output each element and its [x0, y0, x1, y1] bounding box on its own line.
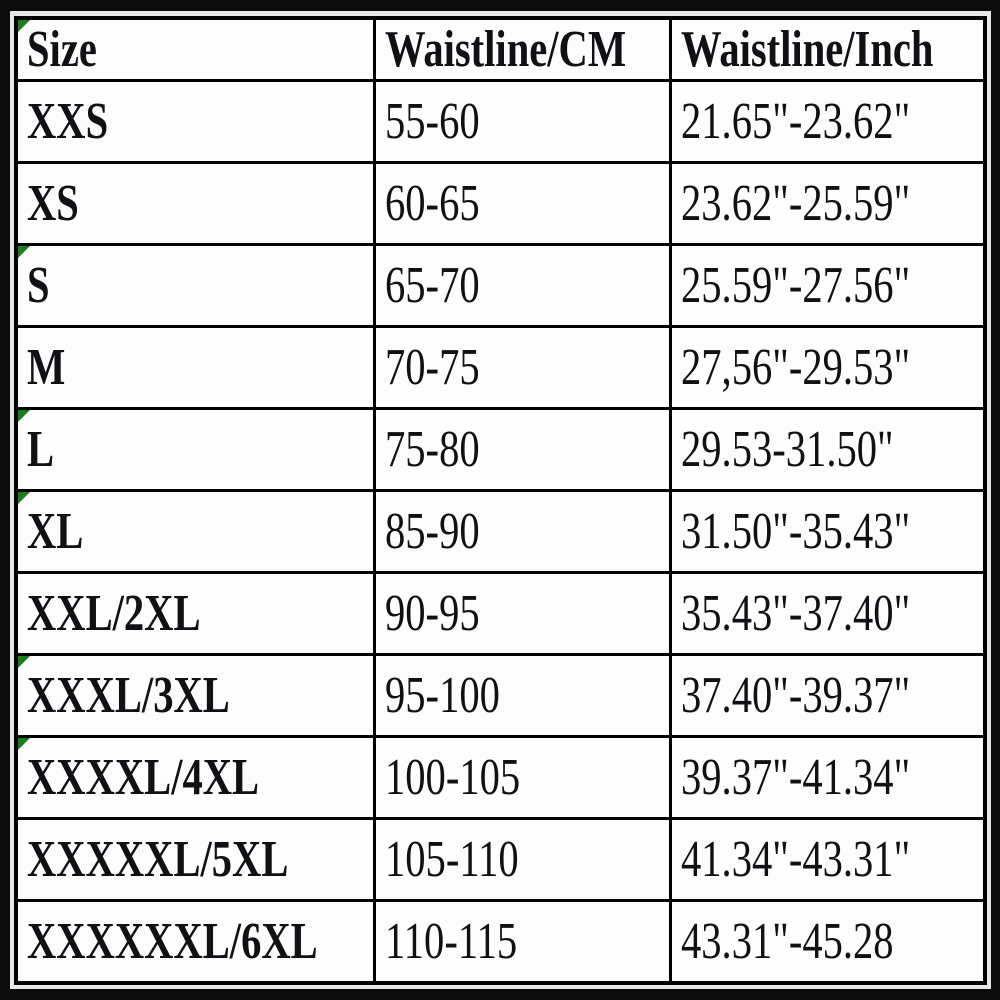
- size-cell-text: XXXL/3XL: [27, 666, 230, 724]
- waistline-inch-cell: 23.62"-25.59": [668, 160, 987, 246]
- waistline-cm-cell-text: 85-90: [385, 502, 480, 560]
- size-cell-text: XXL/2XL: [27, 584, 201, 642]
- waistline-cm-cell: 90-95: [373, 570, 672, 656]
- waistline-inch-cell: 29.53-31.50": [668, 406, 987, 492]
- table-row: XXS 55-60 21.65"-23.62": [14, 79, 987, 164]
- waistline-inch-cell-text: 35.43"-37.40": [680, 584, 910, 642]
- column-header-waistline-cm-label: Waistline/CM: [385, 21, 627, 78]
- column-header-waistline-cm: Waistline/CM: [373, 16, 672, 82]
- size-cell-text: L: [27, 420, 55, 478]
- waistline-cm-cell: 55-60: [373, 79, 672, 164]
- size-chart-table: Size Waistline/CM Waistline/Inch XXS 55-…: [14, 16, 987, 985]
- size-cell: XL: [14, 488, 377, 574]
- waistline-cm-cell: 100-105: [373, 734, 672, 820]
- waistline-inch-cell: 21.65"-23.62": [668, 79, 987, 164]
- size-cell: XXXL/3XL: [14, 652, 377, 738]
- size-cell-text: S: [27, 256, 50, 314]
- size-cell: XXL/2XL: [14, 570, 377, 656]
- size-cell-text: XXS: [27, 92, 109, 150]
- waistline-cm-cell: 75-80: [373, 406, 672, 492]
- table-row: XXXL/3XL 95-100 37.40"-39.37": [14, 652, 987, 738]
- waistline-cm-cell-text: 100-105: [385, 748, 521, 806]
- size-cell: XXS: [14, 79, 377, 164]
- size-cell: XXXXL/4XL: [14, 734, 377, 820]
- size-cell: S: [14, 242, 377, 328]
- waistline-cm-cell: 65-70: [373, 242, 672, 328]
- waistline-cm-cell: 95-100: [373, 652, 672, 738]
- size-cell-text: XXXXL/4XL: [27, 748, 260, 806]
- size-cell-text: M: [27, 338, 66, 396]
- waistline-cm-cell-text: 70-75: [385, 338, 480, 396]
- header-row: Size Waistline/CM Waistline/Inch: [14, 16, 987, 82]
- waistline-inch-cell-text: 27,56"-29.53": [680, 338, 910, 396]
- table-row: XXL/2XL 90-95 35.43"-37.40": [14, 570, 987, 656]
- waistline-inch-cell: 25.59"-27.56": [668, 242, 987, 328]
- waistline-inch-cell: 31.50"-35.43": [668, 488, 987, 574]
- column-header-waistline-inch: Waistline/Inch: [668, 16, 987, 82]
- waistline-cm-cell-text: 95-100: [385, 666, 500, 724]
- table-row: S 65-70 25.59"-27.56": [14, 242, 987, 328]
- cell-error-indicator-icon: [18, 739, 30, 750]
- waistline-inch-cell: 39.37"-41.34": [668, 734, 987, 820]
- cell-error-indicator-icon: [18, 657, 30, 668]
- waistline-inch-cell-text: 37.40"-39.37": [680, 666, 910, 724]
- table-row: XS 60-65 23.62"-25.59": [14, 160, 987, 246]
- waistline-cm-cell-text: 90-95: [385, 584, 480, 642]
- column-header-size: Size: [14, 16, 377, 82]
- waistline-inch-cell-text: 39.37"-41.34": [680, 748, 910, 806]
- waistline-cm-cell: 105-110: [373, 816, 672, 902]
- waistline-inch-cell: 41.34"-43.31": [668, 816, 987, 902]
- waistline-cm-cell-text: 65-70: [385, 256, 480, 314]
- waistline-inch-cell-text: 23.62"-25.59": [680, 174, 910, 232]
- waistline-inch-cell: 35.43"-37.40": [668, 570, 987, 656]
- waistline-inch-cell-text: 25.59"-27.56": [680, 256, 910, 314]
- cell-error-indicator-icon: [18, 247, 30, 258]
- waistline-cm-cell-text: 75-80: [385, 420, 480, 478]
- size-cell: XS: [14, 160, 377, 246]
- cell-error-indicator-icon: [18, 493, 30, 504]
- waistline-inch-cell-text: 31.50"-35.43": [680, 502, 910, 560]
- size-cell-text: XXXXXL/5XL: [27, 830, 289, 888]
- waistline-inch-cell-text: 41.34"-43.31": [680, 830, 910, 888]
- spreadsheet-area: Size Waistline/CM Waistline/Inch XXS 55-…: [10, 11, 991, 989]
- waistline-cm-cell-text: 60-65: [385, 174, 480, 232]
- waistline-cm-cell: 110-115: [373, 898, 672, 985]
- waistline-inch-cell: 27,56"-29.53": [668, 324, 987, 410]
- waistline-cm-cell-text: 105-110: [385, 830, 519, 888]
- waistline-cm-cell: 85-90: [373, 488, 672, 574]
- waistline-cm-cell-text: 55-60: [385, 92, 480, 150]
- size-cell-text: XXXXXXL/6XL: [27, 912, 318, 970]
- waistline-cm-cell: 60-65: [373, 160, 672, 246]
- size-cell: L: [14, 406, 377, 492]
- column-header-waistline-inch-label: Waistline/Inch: [680, 21, 933, 78]
- waistline-inch-cell: 37.40"-39.37": [668, 652, 987, 738]
- waistline-inch-cell-text: 29.53-31.50": [680, 420, 894, 478]
- waistline-cm-cell: 70-75: [373, 324, 672, 410]
- waistline-inch-cell-text: 43.31"-45.28: [680, 912, 894, 970]
- size-cell: XXXXXXL/6XL: [14, 898, 377, 985]
- size-cell-text: XS: [27, 174, 79, 232]
- column-header-size-label: Size: [27, 21, 97, 78]
- waistline-inch-cell: 43.31"-45.28: [668, 898, 987, 985]
- table-row: XL 85-90 31.50"-35.43": [14, 488, 987, 574]
- table-row: XXXXXXL/6XL 110-115 43.31"-45.28: [14, 898, 987, 985]
- table-row: M 70-75 27,56"-29.53": [14, 324, 987, 410]
- waistline-cm-cell-text: 110-115: [385, 912, 518, 970]
- size-cell: M: [14, 324, 377, 410]
- table-row: XXXXXL/5XL 105-110 41.34"-43.31": [14, 816, 987, 902]
- table-row: XXXXL/4XL 100-105 39.37"-41.34": [14, 734, 987, 820]
- cell-error-indicator-icon: [18, 411, 30, 422]
- table-row: L 75-80 29.53-31.50": [14, 406, 987, 492]
- size-cell: XXXXXL/5XL: [14, 816, 377, 902]
- size-cell-text: XL: [27, 502, 84, 560]
- cell-error-indicator-icon: [18, 20, 30, 32]
- waistline-inch-cell-text: 21.65"-23.62": [680, 92, 910, 150]
